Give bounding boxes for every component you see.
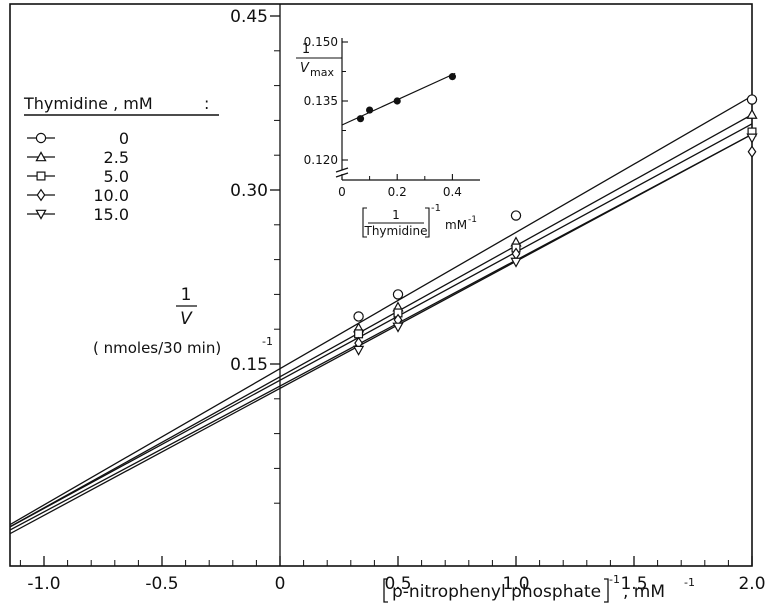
main-plot-area <box>9 3 753 567</box>
inset-data-point <box>356 115 365 123</box>
inset-data-point <box>366 106 374 114</box>
x-label-exponent: -1 <box>609 573 620 586</box>
inset-x-label-right-bracket <box>425 207 430 238</box>
inset-data-point <box>393 97 401 105</box>
y-tick-label: 0.30 <box>230 181 268 201</box>
inset-axes: 0 0.2 0.4 0.120 0.135 0.150 <box>304 35 480 199</box>
data-point-thymidine-2-5 <box>746 108 758 119</box>
main-data-points <box>352 94 758 356</box>
legend-title-suffix: : <box>204 94 209 113</box>
inset-x-label-left-bracket <box>362 207 367 238</box>
inset-x-label-denominator: Thymidine <box>364 224 428 238</box>
legend-title: Thymidine , mM <box>23 94 153 113</box>
data-point-thymidine-0 <box>392 289 404 300</box>
data-point-thymidine-0 <box>746 94 758 105</box>
inset-y-tick-label: 0.120 <box>304 153 338 167</box>
data-point-thymidine-15-0 <box>352 345 365 356</box>
y-axis-label: 1 V ( nmoles/30 min) -1 <box>93 285 273 357</box>
x-tick-label: 0 <box>275 574 286 594</box>
main-plot-frame <box>9 3 753 567</box>
legend-label: 0 <box>119 129 129 148</box>
legend-rows: 02.55.010.015.0 <box>27 129 129 224</box>
fit-line-thymidine-2-5 <box>10 114 752 528</box>
inset-y-tick-label: 0.150 <box>304 35 338 49</box>
main-fit-lines <box>10 95 752 535</box>
x-tick-label: 0.5 <box>384 574 411 594</box>
y-label-numerator: 1 <box>181 285 192 305</box>
inset-x-tick-label: 0 <box>338 185 346 199</box>
fit-line-thymidine-5-0 <box>10 123 752 528</box>
data-point-thymidine-0 <box>510 210 522 221</box>
data-point-thymidine-15-0 <box>746 133 758 144</box>
legend-label: 10.0 <box>93 186 129 205</box>
x-tick-label: -0.5 <box>145 574 178 594</box>
x-tick-label: 1.0 <box>502 574 529 594</box>
legend-marker-square <box>36 171 46 181</box>
inset-x-label-numerator: 1 <box>392 208 400 222</box>
x-label-unit: , mM <box>623 582 665 602</box>
data-point-thymidine-15-0 <box>510 257 522 268</box>
x-label-unit-exponent: -1 <box>684 576 695 589</box>
x-tick-label: 2.0 <box>738 574 765 594</box>
x-label-right-bracket <box>604 578 609 603</box>
inset-plot: 0 0.2 0.4 0.120 0.135 0.150 1 V max 1 Thymidi… <box>290 8 480 240</box>
inset-axis-break-mark <box>335 167 349 173</box>
x-label-text: p-nitrophenyl phosphate <box>392 582 601 602</box>
inset-data-point <box>448 73 456 81</box>
x-label-left-bracket <box>383 578 388 603</box>
inset-y-label-subscript: max <box>310 66 334 79</box>
x-axis-label: p-nitrophenyl phosphate -1 , mM -1 <box>383 573 695 603</box>
fit-line-thymidine-0 <box>10 95 752 526</box>
fit-line-thymidine-15-0 <box>10 133 752 535</box>
data-point-thymidine-5-0 <box>354 329 364 339</box>
x-tick-label: 1.5 <box>620 574 647 594</box>
inset-content <box>341 72 456 126</box>
legend-marker-diamond <box>36 188 46 202</box>
data-point-thymidine-0 <box>353 311 364 322</box>
y-label-denominator: V <box>180 309 193 329</box>
legend-label: 5.0 <box>104 167 129 186</box>
inset-y-tick-label: 0.135 <box>304 94 338 108</box>
inset-x-tick-label: 0.2 <box>388 185 407 199</box>
legend-marker-circle <box>35 132 47 144</box>
y-label-unit-exponent: -1 <box>262 335 273 348</box>
inset-y-label-denominator: V <box>300 61 310 76</box>
data-point-thymidine-10-0 <box>747 145 757 159</box>
y-tick-label: 0.45 <box>230 7 268 27</box>
legend-label: 2.5 <box>104 148 129 167</box>
data-point-thymidine-15-0 <box>392 322 404 333</box>
x-tick-label: -1.0 <box>27 574 60 594</box>
y-label-unit: ( nmoles/30 min) <box>93 339 221 357</box>
inset-y-label-numerator: 1 <box>302 42 310 57</box>
legend-marker-triangle-up <box>35 151 47 162</box>
legend: Thymidine , mM : 02.55.010.015.0 <box>23 94 219 224</box>
legend-marker-triangle-down <box>35 209 47 220</box>
inset-x-label-unit-exponent: -1 <box>468 215 477 225</box>
inset-background <box>290 8 480 240</box>
legend-label: 15.0 <box>93 205 129 224</box>
inset-x-tick-label: 0.4 <box>443 185 462 199</box>
main-ticks: -1.0 -0.5 0 0.5 1.0 1.5 2.0 0.15 0.30 0.45 <box>19 7 766 594</box>
inset-x-label-exponent: -1 <box>431 203 441 214</box>
y-tick-label: 0.15 <box>230 355 268 375</box>
inset-x-label-unit: mM <box>445 218 467 232</box>
